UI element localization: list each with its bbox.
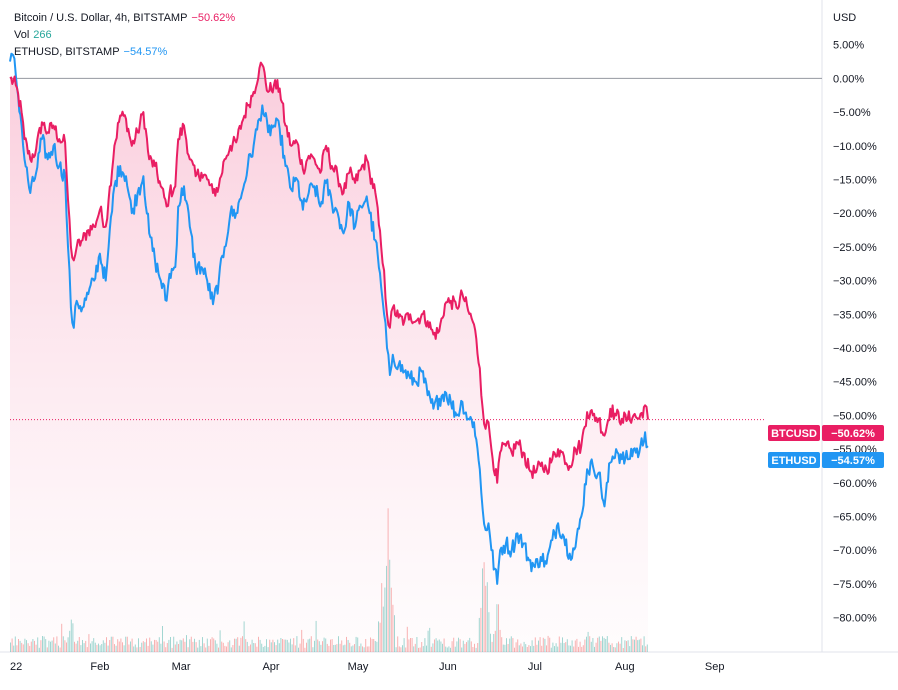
x-tick-label: Jul [528,661,542,673]
y-tick-label: −40.00% [833,343,877,355]
eth-tag-value-box [822,452,884,468]
y-tick-label: 5.00% [833,40,864,52]
series-line-btcusd[interactable] [9,61,649,484]
legend-eth-label: ETHUSD, BITSTAMP [14,46,120,58]
btc-tag-value-box [822,425,884,441]
y-tick-label: −5.00% [833,107,871,119]
y-tick-label: −25.00% [833,242,877,254]
y-tick-label: −65.00% [833,512,877,524]
legend-btc-label: Bitcoin / U.S. Dollar, 4h, BITSTAMP [14,12,188,24]
legend-eth-value: −54.57% [123,46,168,58]
y-tick-label: 0.00% [833,73,864,85]
y-tick-label: −20.00% [833,208,877,220]
btc-area-fill [10,62,648,653]
legend-vol-label: Vol [14,29,30,41]
x-tick-label: Feb [90,661,109,673]
y-tick-label: −45.00% [833,377,877,389]
chart-legend: Bitcoin / U.S. Dollar, 4h, BITSTAMP −50.6… [14,10,235,61]
time-scale[interactable]: 22 Feb Mar Apr May Jun Jul Aug Sep [10,661,724,673]
legend-row-eth[interactable]: ETHUSD, BITSTAMP −54.57% [14,44,235,61]
eth-tag-symbol-box [768,452,820,468]
x-tick-label: Apr [262,661,279,673]
series-line-ethusd[interactable] [9,52,649,585]
legend-row-volume[interactable]: Vol 266 [14,27,235,44]
x-tick-label: Mar [172,661,191,673]
y-tick-label: −75.00% [833,579,877,591]
x-tick-label: Sep [705,661,725,673]
y-tick-label: −10.00% [833,141,877,153]
btc-tag-symbol: BTCUSD [771,428,817,440]
eth-tag-value: −54.57% [831,455,875,467]
legend-row-btc[interactable]: Bitcoin / U.S. Dollar, 4h, BITSTAMP −50.6… [14,10,235,27]
y-tick-label: −70.00% [833,545,877,557]
eth-last-value-tag: ETHUSD −54.57% [768,452,884,468]
price-scale[interactable]: USD 5.00% 0.00% −5.00% −10.00% −15.00% −20.00… [833,12,877,625]
y-tick-label: −15.00% [833,175,877,187]
x-tick-label: Aug [615,661,635,673]
x-tick-label: May [348,661,369,673]
currency-label: USD [833,12,856,24]
legend-btc-value: −50.62% [191,12,236,24]
btc-tag-value: −50.62% [831,428,875,440]
btc-tag-symbol-box [768,425,820,441]
y-tick-label: −30.00% [833,276,877,288]
legend-vol-value: 266 [33,29,52,41]
eth-tag-symbol: ETHUSD [771,455,816,467]
y-tick-label: −60.00% [833,478,877,490]
y-tick-label: −50.00% [833,410,877,422]
x-tick-label: Jun [439,661,457,673]
x-tick-label: 22 [10,661,22,673]
btc-last-value-tag: BTCUSD −50.62% [768,425,884,441]
y-tick-label: −80.00% [833,613,877,625]
y-tick-label: −35.00% [833,309,877,321]
